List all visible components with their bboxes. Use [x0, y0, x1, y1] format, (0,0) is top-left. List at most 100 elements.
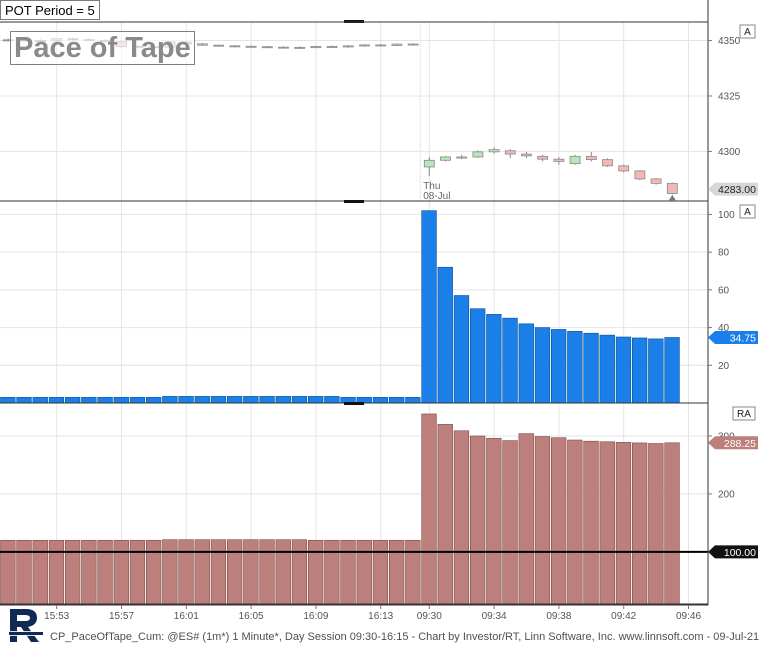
- time-tick-label: 16:13: [368, 611, 393, 622]
- pot-bar: [550, 329, 567, 404]
- pot-bar: [210, 396, 227, 404]
- footer-caption: CP_PaceOfTape_Cum: @ES# (1m*) 1 Minute*,…: [50, 631, 759, 643]
- price-candle: [440, 155, 451, 162]
- candle-body: [326, 46, 338, 48]
- candle-body: [310, 46, 322, 49]
- panel-resize-handle: [344, 200, 364, 203]
- price-candle: [602, 158, 613, 167]
- price-tick-label: 4350: [718, 36, 741, 47]
- cum-bar: [194, 539, 210, 605]
- price-candle: [229, 44, 241, 48]
- cum-bar: [486, 437, 502, 605]
- candle-body: [278, 46, 289, 49]
- reference-value-frame: [708, 545, 758, 559]
- pot-bar: [437, 266, 453, 404]
- cum-bar: [48, 539, 65, 605]
- candle-body: [634, 170, 646, 180]
- cum-bar: [615, 442, 632, 605]
- pot-bar: [567, 331, 583, 404]
- price-candle: [391, 43, 403, 47]
- candle-body: [229, 45, 241, 48]
- cum-bar: [453, 430, 470, 605]
- candle-body: [294, 47, 306, 49]
- cum-bar: [502, 440, 518, 605]
- pot-panel-tag: A: [744, 207, 751, 218]
- cum-bar: [648, 443, 664, 605]
- cum-bar: [162, 539, 178, 605]
- price-candle: [294, 46, 306, 49]
- cum-bar: [227, 539, 243, 605]
- session-day-label: Thu: [423, 181, 440, 192]
- candle-body: [359, 44, 370, 47]
- pot-bar: [518, 323, 534, 404]
- cum-bar: [437, 424, 453, 605]
- cum-bar: [178, 539, 194, 605]
- cum-bar: [372, 539, 389, 605]
- panel-resize-handle: [344, 402, 364, 405]
- pot-bar: [32, 397, 48, 404]
- pot-bar: [113, 397, 129, 404]
- pot-bar: [307, 396, 324, 404]
- cum-tick-label: 200: [718, 489, 735, 500]
- cum-bar: [16, 539, 32, 605]
- price-candle: [278, 46, 289, 49]
- price-candle: [553, 156, 565, 165]
- candle-body: [261, 46, 273, 49]
- cum-bar: [210, 539, 227, 605]
- pot-bar: [664, 337, 680, 404]
- time-tick-label: 15:57: [109, 611, 134, 622]
- reference-value: 100.00: [724, 547, 756, 559]
- cum-panel-tag-frame: [732, 406, 756, 421]
- cum-bar: [146, 539, 162, 605]
- cum-bar: [129, 539, 146, 605]
- price-candle: [650, 178, 662, 185]
- cum-bar: [291, 539, 308, 605]
- price-candle: [213, 44, 225, 47]
- pot-bar: [502, 317, 518, 404]
- axis-labels: 15:53 15:57 16:01 16:05 16:09 16:13 09:30 09:34…: [44, 24, 758, 622]
- cum-bar: [599, 441, 615, 605]
- price-tick-label: 4325: [718, 91, 741, 102]
- candle-body: [488, 149, 500, 153]
- price-candle: [245, 45, 257, 48]
- cum-bar: [32, 539, 48, 605]
- pot-bar: [372, 397, 389, 404]
- candle-body: [423, 159, 435, 168]
- pot-tick-label: 60: [718, 285, 730, 296]
- last-bar-marker-icon: [668, 195, 677, 201]
- pot-bar: [243, 396, 259, 404]
- candle-body: [213, 44, 225, 47]
- time-tick-label: 09:46: [676, 611, 701, 622]
- cum-bar: [97, 539, 113, 605]
- cum-last-value-frame: [708, 436, 758, 450]
- cum-bar: [550, 437, 567, 605]
- pot-bar: [583, 332, 599, 404]
- candle-body: [504, 150, 516, 155]
- cum-bar: [664, 442, 680, 605]
- price-candle: [634, 170, 646, 181]
- cum-bar: [243, 539, 259, 605]
- candle-body: [391, 43, 403, 46]
- pot-bar: [259, 396, 275, 404]
- cum-panel-tag: RA: [737, 409, 751, 420]
- pot-last-value: 34.75: [730, 332, 756, 344]
- cum-bar: [567, 439, 583, 605]
- pot-bar: [599, 334, 615, 404]
- pot-last-value-frame: [708, 330, 758, 344]
- pot-tick-label: 20: [718, 361, 730, 372]
- price-candle: [569, 154, 581, 165]
- pot-bar: [486, 314, 502, 404]
- candle-body: [197, 43, 208, 46]
- candle-body: [602, 159, 613, 167]
- cum-bar: [534, 436, 551, 605]
- pot-period-label[interactable]: POT Period = 5: [0, 0, 100, 20]
- time-tick-label: 16:05: [239, 611, 264, 622]
- pot-bar: [194, 396, 210, 404]
- price-candle: [310, 45, 322, 49]
- cum-bar: [405, 539, 421, 605]
- study-title: Pace of Tape: [10, 31, 195, 65]
- cum-bar: [583, 440, 599, 605]
- cum-bar: [307, 539, 324, 605]
- pot-tick-label: 100: [718, 210, 735, 221]
